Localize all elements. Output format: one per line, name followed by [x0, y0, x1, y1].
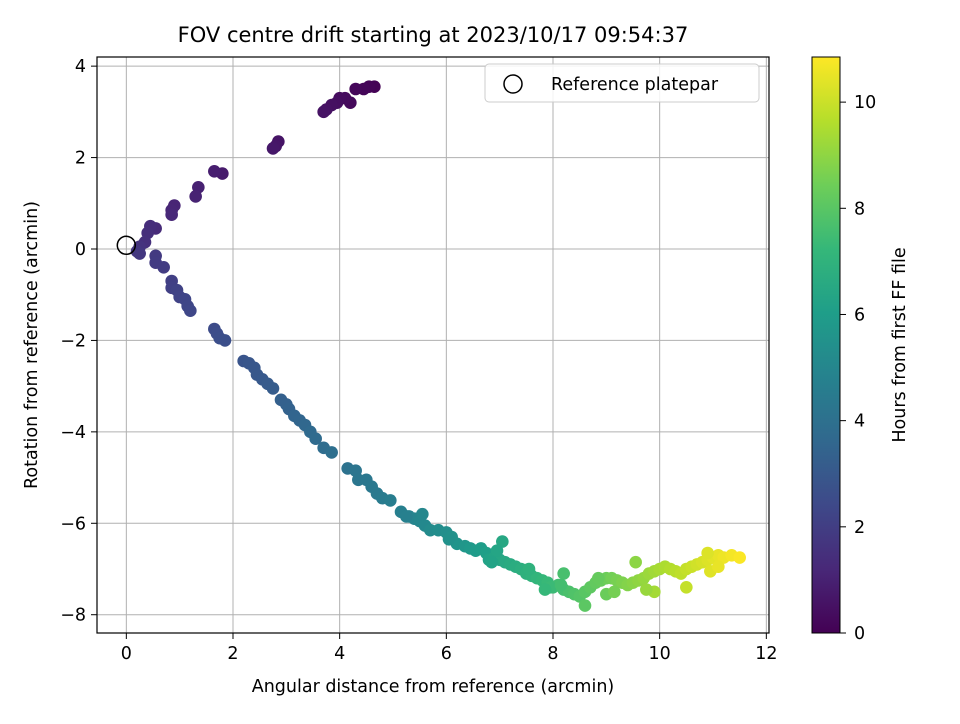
scatter-point — [680, 580, 693, 594]
reference-marker — [116, 235, 137, 256]
y-tick-label: 2 — [75, 149, 86, 169]
scatter-point — [416, 507, 429, 521]
scatter-point — [189, 190, 202, 203]
x-tick-label: 4 — [334, 644, 345, 664]
x-tick-label: 6 — [441, 644, 452, 664]
scatter-point — [592, 571, 605, 585]
x-tick-label: 10 — [649, 644, 671, 664]
y-tick-label: −6 — [60, 514, 86, 534]
legend-entry-reference: Reference platepar — [551, 75, 719, 95]
scatter-point — [266, 142, 280, 155]
scatter-point — [309, 432, 322, 446]
x-tick-label: 8 — [547, 644, 558, 664]
scatter-point — [490, 544, 504, 558]
scatter-point — [485, 555, 498, 569]
colorbar-ticks: 0 2 4 6 8 10 — [840, 93, 876, 644]
scatter-points — [130, 80, 746, 612]
scatter-point — [701, 546, 714, 560]
scatter-point — [384, 494, 397, 507]
scatter-point — [157, 260, 170, 274]
scatter-point — [522, 562, 536, 576]
scatter-point — [733, 551, 746, 564]
colorbar-tick-label: 4 — [854, 412, 865, 432]
scatter-point — [349, 82, 362, 96]
colorbar-tick-label: 0 — [854, 624, 865, 644]
legend-reference-marker — [503, 74, 523, 94]
colorbar-tick-label: 2 — [854, 518, 865, 538]
scatter-point — [317, 105, 330, 119]
scatter-point — [712, 560, 725, 574]
scatter-point — [184, 304, 197, 318]
y-axis-ticks: −8 −6 −4 −2 0 2 4 — [60, 57, 97, 626]
x-axis-ticks: 0 2 4 6 8 10 12 — [121, 633, 777, 664]
scatter-point — [165, 208, 178, 222]
scatter-point — [208, 164, 221, 178]
y-tick-label: 4 — [75, 57, 86, 77]
scatter-point — [578, 599, 592, 612]
scatter-point — [608, 585, 621, 599]
y-axis-label: Rotation from reference (arcmin) — [22, 201, 42, 489]
colorbar-tick-label: 6 — [854, 305, 865, 325]
colorbar-label: Hours from first FF file — [890, 247, 910, 442]
scatter-point — [442, 532, 456, 546]
colorbar-gradient — [811, 56, 841, 634]
scatter-point — [496, 535, 509, 548]
scatter-point — [218, 334, 232, 347]
chart-title: FOV centre drift starting at 2023/10/17 … — [178, 23, 689, 47]
y-tick-label: −4 — [60, 423, 86, 443]
scatter-point — [538, 583, 552, 596]
x-axis-label: Angular distance from reference (arcmin) — [252, 677, 615, 697]
scatter-point — [557, 567, 570, 580]
scatter-point — [640, 583, 653, 596]
legend: Reference platepar — [484, 63, 760, 103]
scatter-point — [266, 382, 280, 395]
grid — [97, 57, 769, 633]
scatter-point — [133, 247, 146, 260]
x-tick-label: 2 — [227, 644, 238, 664]
y-tick-label: −2 — [60, 331, 86, 351]
x-tick-label: 0 — [121, 644, 132, 664]
scatter-point — [325, 446, 338, 459]
colorbar-tick-label: 10 — [854, 93, 876, 113]
x-tick-label: 12 — [755, 644, 777, 664]
scatter-point — [400, 510, 413, 523]
legend-box — [484, 63, 760, 103]
colorbar: 0 2 4 6 8 10 Hours from first FF file — [811, 56, 910, 644]
scatter-point — [629, 555, 642, 569]
y-tick-label: −8 — [60, 606, 86, 626]
y-tick-label: 0 — [75, 240, 86, 260]
plot-frame — [96, 56, 770, 634]
scatter-point — [554, 578, 568, 592]
colorbar-tick-label: 8 — [854, 199, 865, 219]
